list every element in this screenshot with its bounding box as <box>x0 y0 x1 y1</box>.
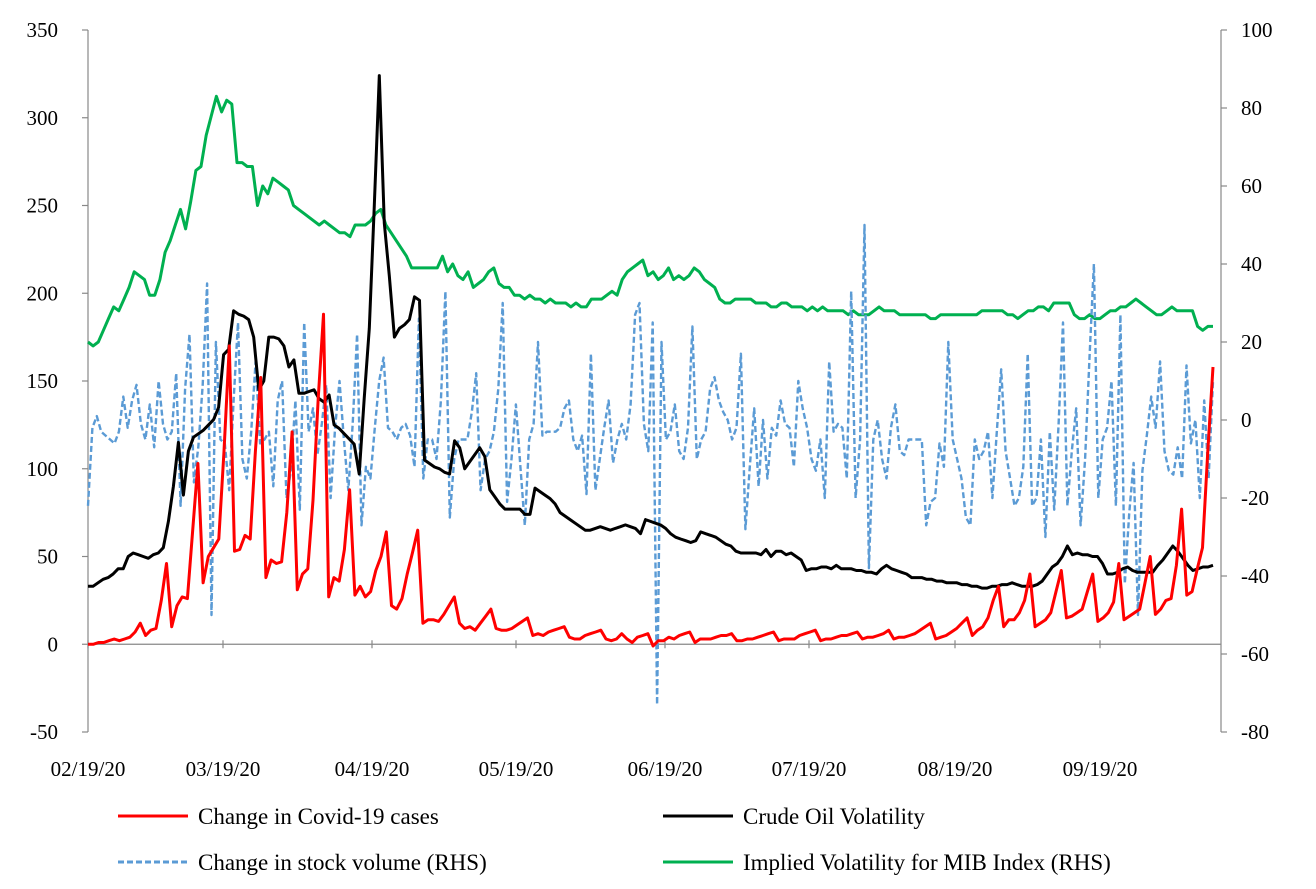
right-y-tick-label: -60 <box>1241 642 1269 666</box>
legend-label: Implied Volatility for MIB Index (RHS) <box>743 850 1111 875</box>
x-tick-label: 08/19/20 <box>918 757 993 781</box>
right-y-tick-label: -80 <box>1241 720 1269 744</box>
left-y-tick-labels: 350 300 250 200 150 100 50 0 -50 <box>27 18 88 744</box>
right-y-tick-label: -40 <box>1241 564 1269 588</box>
x-tick-label: 04/19/20 <box>335 757 410 781</box>
legend: Change in Covid-19 cases Crude Oil Volati… <box>118 804 1111 875</box>
left-y-tick-label: 300 <box>27 106 59 130</box>
right-y-tick-labels: 100 80 60 40 20 0 -20 -40 -60 -80 <box>1221 18 1273 744</box>
right-y-tick-label: 100 <box>1241 18 1273 42</box>
x-tick-label: 02/19/20 <box>51 757 126 781</box>
left-y-tick-label: 200 <box>27 281 59 305</box>
x-tick-label: 09/19/20 <box>1063 757 1138 781</box>
legend-label: Change in stock volume (RHS) <box>198 850 487 875</box>
series-line-2 <box>88 74 1214 590</box>
series-line-1 <box>88 312 1215 648</box>
x-tick-label: 07/19/20 <box>772 757 847 781</box>
legend-label: Change in Covid-19 cases <box>198 804 439 829</box>
left-y-tick-label: 50 <box>37 545 58 569</box>
left-y-tick-label: 0 <box>48 632 59 656</box>
x-tick-label: 05/19/20 <box>479 757 554 781</box>
left-y-tick-label: 100 <box>27 457 59 481</box>
right-y-tick-label: 60 <box>1241 174 1262 198</box>
left-y-tick-label: -50 <box>30 720 58 744</box>
series-line-4 <box>87 94 1213 348</box>
right-y-tick-label: 20 <box>1241 330 1262 354</box>
left-y-tick-label: 150 <box>27 369 59 393</box>
x-tick-labels: 02/19/20 03/19/20 04/19/20 05/19/20 06/19/20… <box>51 640 1138 781</box>
series-lines <box>86 74 1215 706</box>
x-tick-label: 06/19/20 <box>628 757 703 781</box>
series-line-3 <box>86 223 1215 706</box>
right-y-tick-label: 80 <box>1241 96 1262 120</box>
x-tick-label: 03/19/20 <box>186 757 261 781</box>
right-y-tick-label: 40 <box>1241 252 1262 276</box>
right-y-tick-label: 0 <box>1241 408 1252 432</box>
left-y-tick-label: 350 <box>27 18 59 42</box>
right-y-tick-label: -20 <box>1241 486 1269 510</box>
left-y-tick-label: 250 <box>27 194 59 218</box>
legend-label: Crude Oil Volatility <box>743 804 925 829</box>
